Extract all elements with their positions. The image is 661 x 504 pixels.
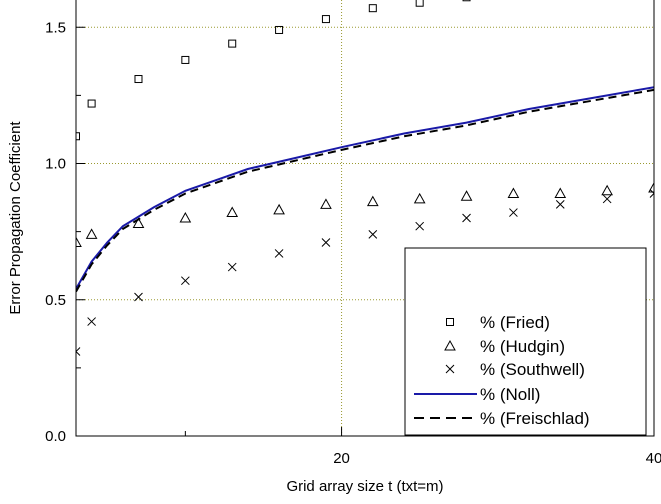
series-0-point [228,39,237,48]
y-tick-label: 0.0 [45,428,66,445]
y-tick-label: 1.0 [45,156,66,173]
series-2-point [462,213,471,223]
series-1-point [507,187,520,198]
series-2-point [649,189,654,198]
series-1-point [554,187,567,198]
series-0-point [181,55,190,64]
series-1-point [366,195,379,207]
series-1-point [76,236,82,248]
series-2-point [368,229,378,239]
series-1-point [601,184,613,196]
series-1-point [320,198,332,209]
series-0-point [462,0,471,2]
series-1-point [226,206,239,218]
series-0-point [275,25,284,34]
series-1-point [85,228,98,239]
series-2-point [76,347,81,356]
series-0-point [76,132,80,141]
y-tick-label: 1.5 [45,19,66,36]
series-0-point [321,15,330,24]
series-2-point [227,262,237,272]
legend-label-2: % (Southwell) [480,360,585,379]
legend-label-0: % (Fried) [480,313,550,332]
series-0-point [415,0,424,7]
legend-swatch-2 [445,364,455,374]
series-1-point [413,192,426,204]
series-layer [76,0,654,356]
y-axis-title: Error Propagation Coefficient [7,121,24,315]
series-2-point [509,208,518,217]
series-1-point [132,217,145,228]
series-4-line [76,88,654,293]
legend-label-3: % (Noll) [480,385,540,404]
series-3-line [76,86,654,290]
series-1-point [273,203,285,215]
series-2-point [87,317,96,326]
grid-lines [76,0,654,436]
series-1-point [460,190,473,201]
series-1-point [179,211,192,223]
legend-swatch-0 [446,318,454,326]
legend-swatch-1 [444,339,456,351]
series-2-point [134,292,143,302]
legend-label-1: % (Hudgin) [480,337,565,356]
legend-box [404,247,647,436]
series-0-point [87,99,96,108]
series-2-point [415,221,425,231]
x-tick-label: 40 [646,450,661,467]
legend: % (Fried) % (Hudgin) % (Southwell) % (Noll)… [404,247,647,436]
legend-label-4: % (Freischlad) [480,409,590,428]
x-tick-label: 20 [333,450,350,467]
axis-ticks [76,26,655,437]
series-2-point [180,276,190,286]
series-2-point [321,238,331,247]
tick-labels: 0.0 0.5 1.0 1.5 20 40 [45,19,661,467]
series-2-point [602,194,612,204]
series-0-point [368,4,377,13]
series-0-point [134,75,143,84]
x-axis-title: Grid array size t (txt=m) [286,478,443,495]
plot-frame [75,0,655,437]
series-1-point [648,181,654,193]
series-2-point [555,200,565,209]
y-tick-label: 0.5 [45,292,66,309]
series-2-point [274,249,284,258]
